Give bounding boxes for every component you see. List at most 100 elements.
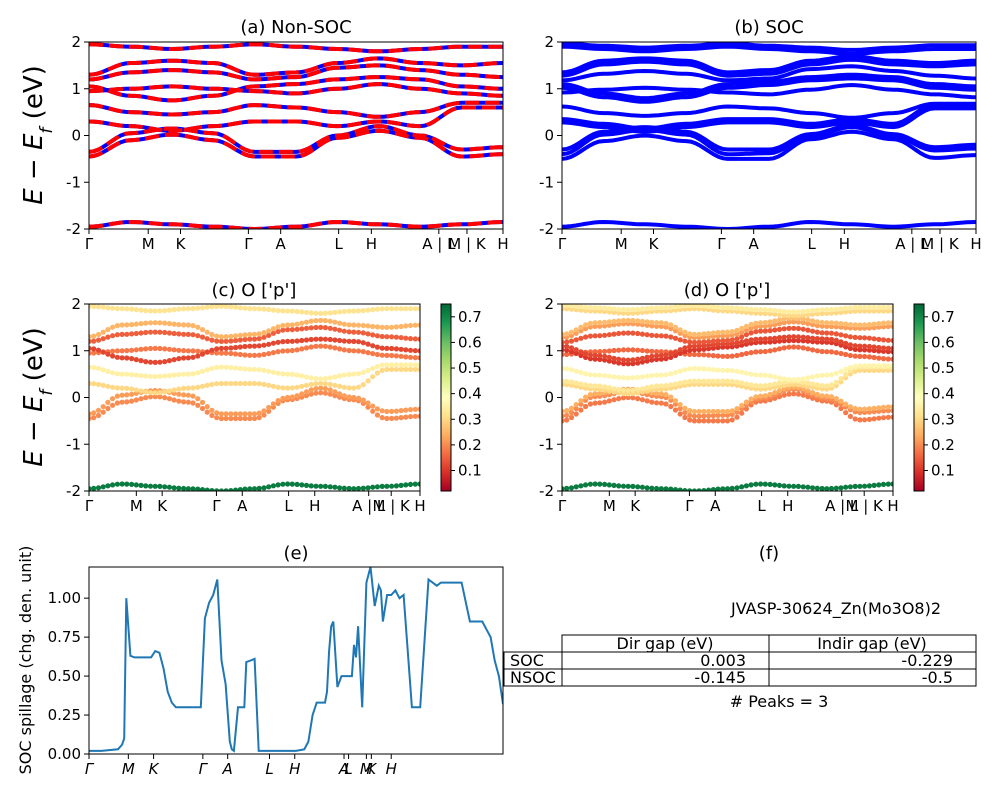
- band-line: [89, 42, 503, 54]
- band-point: [294, 326, 300, 332]
- band-point: [644, 385, 650, 391]
- band-point: [256, 415, 262, 421]
- gap-table: Dir gap (eV) Indir gap (eV) SOC 0.003 -0…: [503, 634, 977, 687]
- band-point: [724, 333, 731, 339]
- band-point: [880, 304, 887, 310]
- band-point: [715, 329, 721, 336]
- band-point: [403, 323, 409, 329]
- band-point: [805, 346, 811, 352]
- band-point: [682, 409, 688, 416]
- band-point: [762, 393, 768, 399]
- colorbar-tick-label: 0.6: [931, 333, 955, 351]
- band-point: [152, 373, 158, 380]
- band-point: [299, 309, 305, 315]
- band-point: [800, 392, 806, 398]
- band-point: [687, 343, 693, 350]
- band-point: [299, 326, 305, 332]
- band-point: [195, 384, 201, 390]
- band-point: [247, 411, 253, 417]
- band-point: [606, 305, 612, 312]
- band-point: [573, 327, 579, 333]
- band-point: [110, 353, 116, 359]
- band-point: [379, 415, 385, 421]
- band-point: [592, 356, 598, 362]
- band-point: [639, 359, 646, 365]
- band-point: [110, 348, 116, 354]
- band-point: [181, 322, 187, 328]
- band-point: [351, 329, 357, 335]
- band-point: [677, 411, 683, 417]
- band-point: [280, 327, 286, 333]
- band-point: [611, 359, 617, 365]
- band-point: [776, 380, 783, 386]
- band-point: [885, 363, 891, 369]
- band-point: [606, 354, 612, 360]
- band-point: [649, 357, 655, 363]
- band-point: [786, 309, 792, 315]
- band-point: [355, 384, 362, 390]
- band-point: [833, 370, 839, 376]
- band-point: [337, 320, 343, 326]
- band-point: [706, 418, 712, 424]
- band-point: [313, 386, 319, 392]
- panel-d-kpoint-label: Γ: [685, 497, 694, 515]
- band-point: [242, 415, 248, 422]
- band-point: [843, 410, 849, 416]
- band-point: [251, 343, 258, 349]
- panel-e-title: (e): [283, 543, 308, 564]
- band-point: [384, 306, 390, 312]
- band-point: [308, 336, 314, 343]
- band-point: [767, 481, 773, 487]
- band-point: [772, 327, 778, 333]
- band-point: [147, 359, 154, 365]
- band-point: [701, 343, 707, 349]
- band-point: [734, 406, 740, 412]
- band-point: [157, 359, 163, 365]
- band-point: [355, 339, 362, 345]
- band-point: [365, 404, 371, 410]
- band-point: [119, 322, 125, 328]
- band-line: [562, 106, 976, 134]
- band-point: [819, 323, 825, 329]
- panel-b-ytick-label: -2: [539, 220, 554, 238]
- band-point: [776, 326, 783, 332]
- band-point: [786, 376, 792, 383]
- band-point: [346, 329, 352, 335]
- band-point: [412, 306, 418, 312]
- band-point: [119, 355, 125, 361]
- band-point: [885, 304, 891, 310]
- band-point: [114, 323, 120, 329]
- band-point: [781, 334, 787, 340]
- band-point: [242, 486, 248, 491]
- panel-f-gap-table: (f) JVASP-30624_Zn(Mo3O8)2 Dir gap (eV) …: [503, 543, 977, 711]
- band-point: [147, 320, 154, 326]
- band-point: [814, 329, 820, 335]
- band-point: [114, 332, 120, 338]
- band-point: [810, 307, 816, 314]
- band-point: [729, 332, 735, 338]
- colorbar-tick-label: 0.7: [458, 308, 482, 326]
- band-point: [171, 387, 177, 393]
- band-point: [327, 391, 333, 397]
- band-point: [110, 384, 116, 390]
- band-point: [393, 483, 399, 489]
- band-point: [171, 321, 177, 327]
- band-point: [327, 310, 333, 316]
- band-point: [791, 319, 797, 325]
- band-point: [143, 373, 149, 379]
- band-point: [199, 399, 206, 405]
- band-point: [814, 373, 820, 379]
- band-point: [748, 310, 754, 316]
- band-point: [677, 368, 683, 374]
- band-point: [791, 313, 797, 319]
- band-point: [592, 349, 598, 355]
- band-point: [587, 392, 594, 398]
- band-point: [772, 381, 778, 387]
- panel-b-kpoint-label: A: [749, 235, 760, 253]
- band-point: [781, 326, 787, 332]
- band-point: [583, 403, 589, 410]
- panel-c-kpoint-label: M: [130, 497, 143, 515]
- band-point: [762, 348, 768, 355]
- band-point: [663, 305, 669, 311]
- band-point: [644, 485, 650, 491]
